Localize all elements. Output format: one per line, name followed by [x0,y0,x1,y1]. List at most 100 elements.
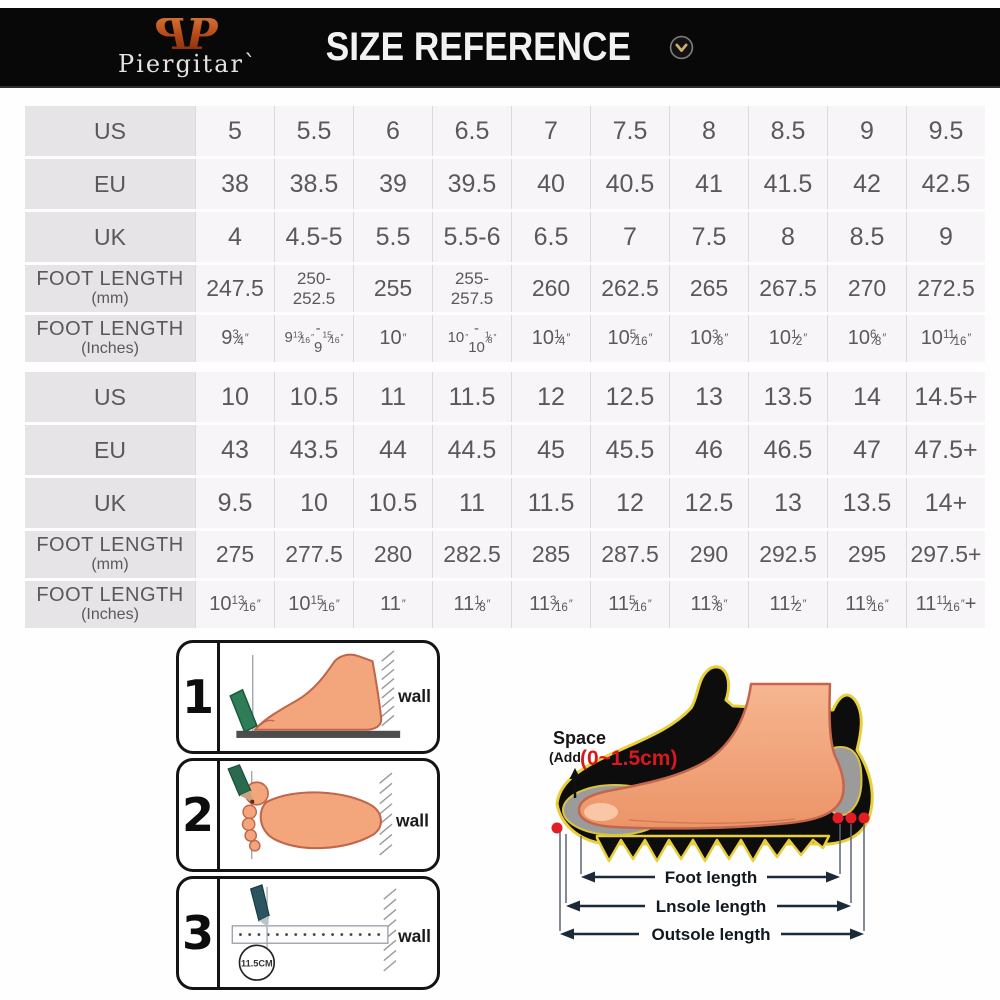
size-cell: 39.5 [432,159,511,209]
size-cell: 11 1⁄2 ″ [748,581,827,628]
foot-shape [253,653,383,731]
size-cell: 8.5 [748,106,827,156]
size-cell: 10 ″ -10 1⁄8 ″ [432,315,511,362]
size-cell: 9 13⁄16 ″ -9 15⁄16 ″ [274,315,353,362]
size-cell: 277.5 [274,531,353,578]
size-cell: 5.5 [274,106,353,156]
step-number: 1 [179,643,220,751]
step-number: 2 [179,761,220,869]
row-label: US [25,106,195,156]
size-cell: 7.5 [590,106,669,156]
measurement-badge [238,944,276,981]
size-cell: 297.5+ [906,531,985,578]
size-cell: 13.5 [748,372,827,422]
row-label: FOOT LENGTH (mm) [25,265,195,312]
size-cell: 10 6⁄8 ″ [827,315,906,362]
size-cell: 11.5 [511,478,590,528]
pencil-icon [249,884,270,922]
insole-length-label: Lnsole length [656,897,767,916]
size-cell: 8 [748,212,827,262]
wall-label: wall [397,686,431,706]
space-label: Space [553,728,606,748]
pencil-icon [227,764,252,797]
foot-shape [577,682,845,830]
size-cell: 265 [669,265,748,312]
size-cell: 290 [669,531,748,578]
size-cell: 11 9⁄16 ″ [827,581,906,628]
row-label: EU [25,159,195,209]
size-cell: 44.5 [432,425,511,475]
size-cell: 13 [669,372,748,422]
step-2-illustration: wall [220,761,437,869]
table-row-inch: FOOT LENGTH (Inches) 10 13⁄16 ″ 10 15⁄16 ″ 11 ″ 11… [25,581,985,628]
size-cell: 9 3⁄4 ″ [195,315,274,362]
outsole-length-label: Outsole length [652,925,771,944]
table-row-eu: EU 43 43.5 44 44.5 45 45.5 46 46.5 47 47.5+ [25,425,985,475]
size-cell: 47.5+ [906,425,985,475]
measure-dots [551,812,870,834]
size-cell: 6.5 [432,106,511,156]
size-cell: 12 [511,372,590,422]
size-cell: 42 [827,159,906,209]
table-row-uk: UK 9.5 10 10.5 11 11.5 12 12.5 13 13.5 14+ [25,478,985,528]
svg-text:P: P [155,10,189,56]
size-cell: 46 [669,425,748,475]
size-cell: 10 [274,478,353,528]
measurement-value: 11.5CM [241,958,273,968]
size-cell: 9.5 [195,478,274,528]
size-cell: 6 [353,106,432,156]
foot-length-label: Foot length [665,868,758,887]
row-label: UK [25,478,195,528]
size-cell: 255- 257.5 [432,265,511,312]
size-table-1: US 5 5.5 6 6.5 7 7.5 8 8.5 9 9.5 EU 38 38.5 39 39.5 40 40… [25,106,985,362]
size-cell: 11 [353,372,432,422]
size-cell: 10 1⁄4 ″ [511,315,590,362]
measure-step-2: 2 wall [176,758,440,872]
size-cell: 10 15⁄16 ″ [274,581,353,628]
size-cell: 267.5 [748,265,827,312]
foot-top-view-icon: wall [227,764,429,860]
space-add-label: (Add [549,749,581,765]
size-cell: 247.5 [195,265,274,312]
foot-sole-shape [259,791,382,850]
size-cell: 292.5 [748,531,827,578]
size-cell: 41.5 [748,159,827,209]
size-cell: 7 [511,106,590,156]
row-label: FOOT LENGTH (mm) [25,531,195,578]
size-cell: 255 [353,265,432,312]
size-cell: 6.5 [511,212,590,262]
size-cell: 9 [827,106,906,156]
size-cell: 9 [906,212,985,262]
size-cell: 10.5 [353,478,432,528]
row-label: FOOT LENGTH (Inches) [25,581,195,628]
size-cell: 46.5 [748,425,827,475]
table-row-inch: FOOT LENGTH (Inches) 9 3⁄4 ″ 9 13⁄16 ″ -9 15⁄16… [25,315,985,362]
brand-monogram-icon: P P [155,10,219,56]
header-banner: P P Piergitar` SIZE REFERENCE [0,8,1000,88]
size-cell: 43.5 [274,425,353,475]
size-cell: 13 [748,478,827,528]
row-label: FOOT LENGTH (Inches) [25,315,195,362]
page-title: SIZE REFERENCE [325,24,632,69]
size-cell: 260 [511,265,590,312]
size-cell: 9.5 [906,106,985,156]
step-1-illustration: wall [220,643,437,751]
size-cell: 8 [669,106,748,156]
table-row-uk: UK 4 4.5-5 5.5 5.5-6 6.5 7 7.5 8 8.5 9 [25,212,985,262]
size-cell: 10 3⁄8 ″ [669,315,748,362]
row-label: UK [25,212,195,262]
size-cell: 41 [669,159,748,209]
shoe-length-diagram: Foot length Lnsole length Outsole length… [533,646,993,970]
size-cell: 10 1⁄2 ″ [748,315,827,362]
size-cell: 10 [195,372,274,422]
size-cell: 11 ″ [353,581,432,628]
size-cell: 13.5 [827,478,906,528]
ruler-icon [231,925,389,944]
wall-label: wall [395,810,429,830]
size-cell: 12.5 [590,372,669,422]
chevron-down-icon[interactable] [668,34,695,61]
size-cell: 39 [353,159,432,209]
size-cell: 10 ″ [353,315,432,362]
size-cell: 43 [195,425,274,475]
